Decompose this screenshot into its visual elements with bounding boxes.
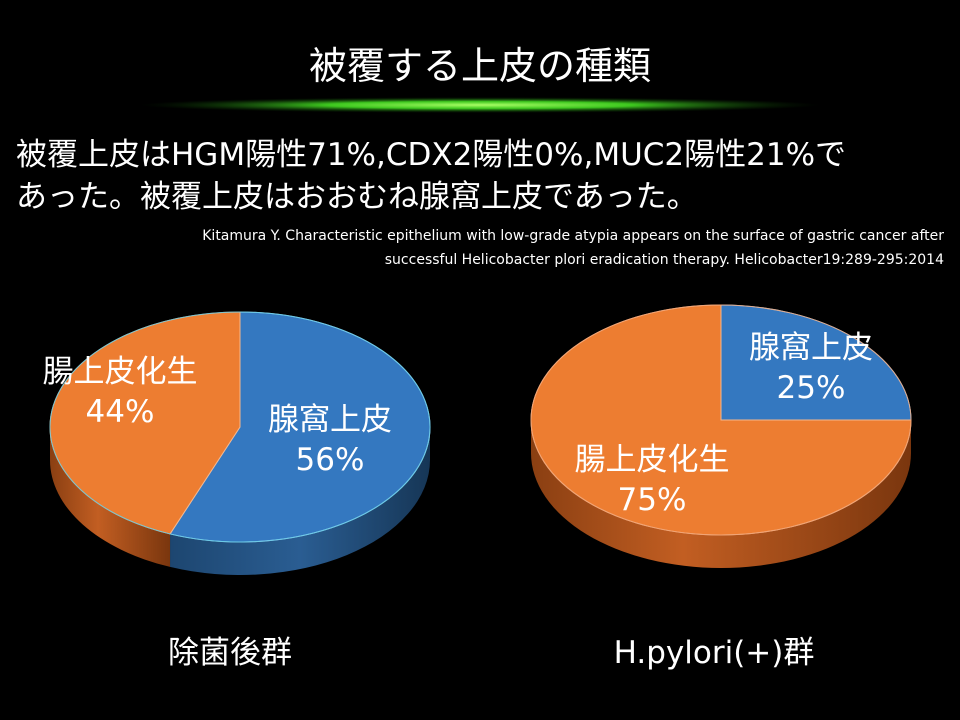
chart2-label-intestinal-value: 75%	[617, 482, 687, 518]
chart1-label-foveolar: 腺窩上皮 56%	[230, 400, 430, 480]
chart1-label-foveolar-name: 腺窩上皮	[268, 402, 392, 438]
summary-line-2: あった。被覆上皮はおおむね腺窩上皮であった。	[16, 179, 698, 215]
chart2-caption: H.pylori(+)群	[613, 635, 815, 671]
pie-side-foveolar	[170, 427, 431, 575]
pie-rim	[530, 304, 912, 536]
summary-text: 被覆上皮はHGM陽性71%,CDX2陽性0%,MUC2陽性21%で あった。被覆…	[16, 134, 946, 218]
pie-side-intestinal	[531, 420, 911, 568]
chart1-label-foveolar-value: 56%	[295, 442, 365, 478]
summary-line-1: 被覆上皮はHGM陽性71%,CDX2陽性0%,MUC2陽性21%で	[16, 137, 847, 173]
chart1-label-intestinal: 腸上皮化生 44%	[20, 352, 220, 432]
chart1-label-intestinal-name: 腸上皮化生	[42, 354, 198, 390]
pie-rim	[49, 311, 431, 543]
chart2-label-foveolar-value: 25%	[776, 370, 846, 406]
chart1-label-intestinal-value: 44%	[85, 394, 155, 430]
pie-chart-hp-positive	[530, 304, 912, 568]
chart2-label-intestinal-name: 腸上皮化生	[574, 442, 730, 478]
pie-chart-eradicated	[49, 311, 431, 575]
chart1-caption: 除菌後群	[168, 635, 292, 671]
title-underline-glow	[140, 97, 820, 113]
pie-side-intestinal	[49, 427, 171, 567]
slide-title: 被覆する上皮の種類	[308, 44, 651, 88]
chart2-label-intestinal: 腸上皮化生 75%	[552, 440, 752, 520]
chart2-label-foveolar-name: 腺窩上皮	[749, 330, 873, 366]
chart2-label-foveolar: 腺窩上皮 25%	[711, 328, 911, 408]
citation-line-2: successful Helicobacter plori eradicatio…	[384, 252, 944, 268]
citation-line-1: Kitamura Y. Characteristic epithelium wi…	[202, 228, 944, 244]
citation: Kitamura Y. Characteristic epithelium wi…	[20, 224, 944, 272]
